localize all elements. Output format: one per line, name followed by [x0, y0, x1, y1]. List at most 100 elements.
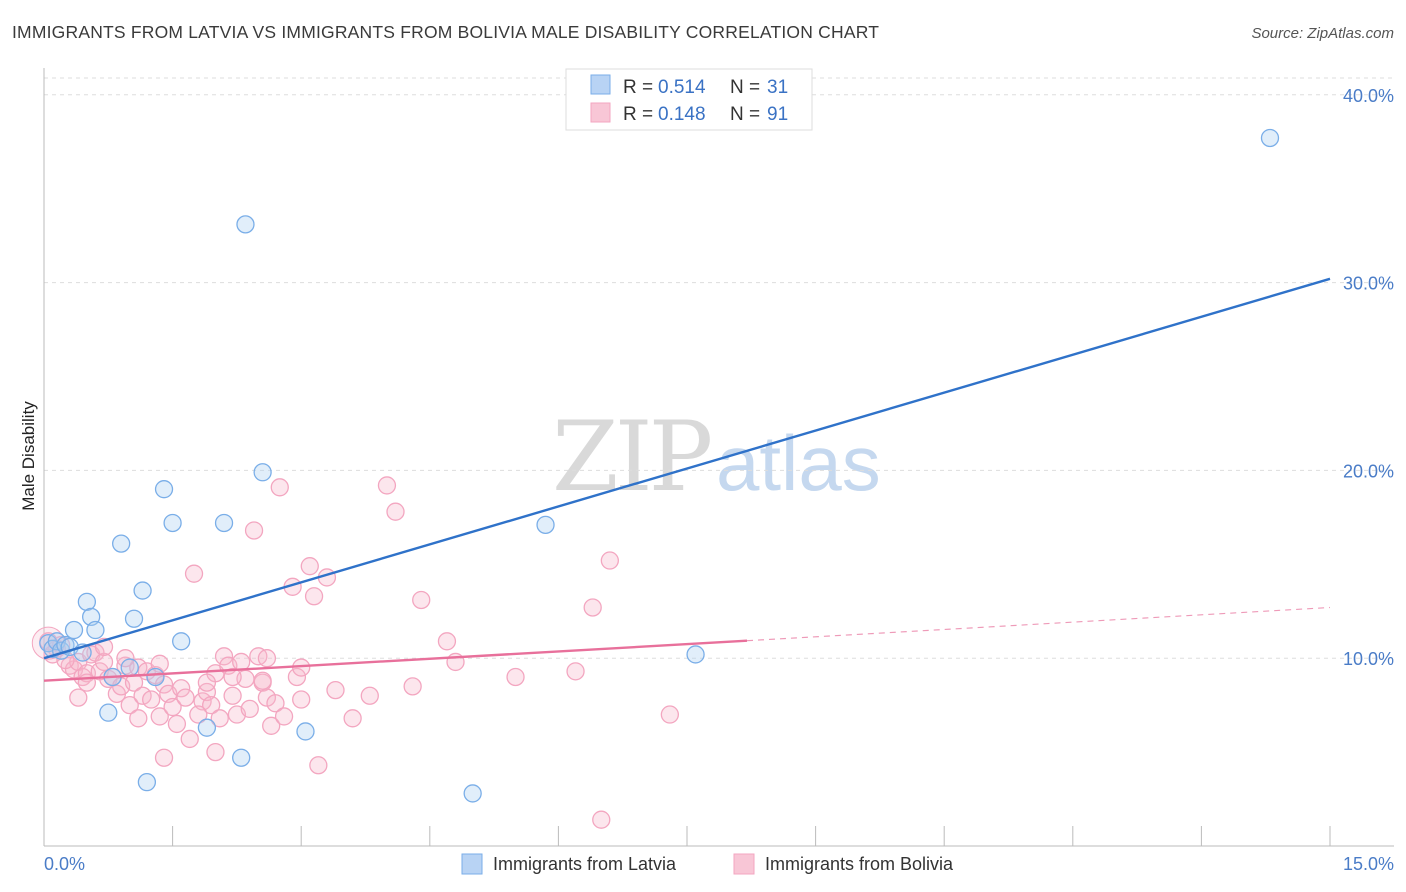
point-bolivia — [223, 667, 242, 687]
trend-lines — [43, 277, 1331, 682]
point-bolivia — [253, 671, 272, 690]
bottom-legend-label-latvia: Immigrants from Latvia — [493, 854, 677, 874]
watermark-zip: ZIP — [552, 401, 711, 513]
trend-line-latvia — [43, 277, 1331, 660]
bottom-legend-swatch-latvia — [461, 853, 483, 875]
point-bolivia — [592, 810, 611, 829]
x-axis-ticks — [43, 826, 1331, 846]
point-latvia — [124, 609, 144, 628]
point-bolivia — [377, 476, 397, 495]
y-tick-labels: 10.0% 20.0% 30.0% 40.0% — [1343, 86, 1394, 669]
point-bolivia — [124, 673, 144, 692]
point-bolivia — [274, 707, 294, 726]
chart-source: Source: ZipAtlas.com — [1251, 25, 1394, 42]
point-bolivia — [214, 647, 234, 666]
point-bolivia — [287, 667, 307, 687]
bottom-legend: Immigrants from Latvia Immigrants from B… — [461, 853, 954, 875]
trend-line-bolivia-extension — [746, 606, 1331, 642]
chart-title: IMMIGRANTS FROM LATVIA VS IMMIGRANTS FRO… — [12, 22, 879, 42]
point-latvia — [253, 463, 272, 482]
legend: R = 0.514 N = 31 R = 0.148 N = 91 — [565, 68, 813, 131]
point-bolivia — [266, 694, 285, 713]
point-bolivia — [304, 587, 324, 606]
point-bolivia — [262, 716, 281, 735]
point-bolivia — [437, 632, 457, 651]
point-latvia — [64, 620, 84, 640]
gridlines — [44, 77, 1394, 659]
point-bolivia — [300, 557, 319, 576]
point-bolivia — [506, 667, 525, 687]
legend-r-value-latvia: 0.514 — [658, 77, 706, 98]
point-bolivia — [94, 652, 114, 672]
point-bolivia — [270, 478, 289, 497]
series-bolivia-points — [31, 476, 680, 829]
point-bolivia — [142, 690, 161, 709]
point-bolivia — [660, 705, 680, 724]
point-bolivia — [180, 729, 199, 749]
point-latvia — [77, 592, 97, 612]
point-latvia — [133, 581, 152, 600]
point-bolivia — [292, 690, 311, 709]
point-bolivia — [154, 748, 174, 767]
point-bolivia — [197, 673, 217, 692]
legend-r-value-bolivia: 0.148 — [658, 104, 706, 125]
point-latvia — [137, 772, 157, 792]
point-latvia — [154, 480, 174, 499]
trend-line-bolivia — [43, 639, 748, 682]
point-latvia — [163, 513, 182, 533]
point-bolivia — [309, 756, 328, 775]
point-bolivia — [176, 688, 195, 707]
point-bolivia — [223, 686, 242, 705]
point-latvia — [232, 748, 251, 767]
point-bolivia — [172, 679, 191, 698]
point-bolivia — [202, 695, 221, 715]
legend-n-label-latvia: N = — [730, 77, 760, 98]
point-latvia — [296, 722, 315, 741]
point-bolivia — [206, 742, 225, 762]
point-bolivia — [412, 590, 431, 610]
point-latvia — [463, 784, 482, 803]
legend-r-label-bolivia: R = — [623, 104, 653, 125]
y-tick-label: 20.0% — [1343, 461, 1394, 481]
bottom-legend-swatch-bolivia — [733, 853, 755, 875]
point-bolivia — [566, 662, 585, 681]
watermark-atlas: atlas — [716, 419, 881, 507]
legend-r-label-latvia: R = — [623, 77, 653, 98]
bottom-legend-label-bolivia: Immigrants from Bolivia — [765, 854, 954, 874]
point-bolivia — [232, 652, 251, 672]
point-bolivia — [120, 695, 139, 715]
point-bolivia — [189, 705, 208, 724]
legend-swatch-bolivia — [590, 102, 611, 123]
point-bolivia — [583, 598, 602, 617]
x-tick-label-min: 0.0% — [44, 854, 85, 874]
legend-n-value-bolivia: 91 — [767, 104, 788, 125]
point-bolivia — [129, 709, 148, 728]
point-bolivia — [257, 649, 277, 668]
point-bolivia — [326, 680, 345, 700]
point-latvia — [536, 515, 555, 535]
point-bolivia — [77, 673, 97, 692]
point-latvia — [686, 645, 705, 664]
legend-n-label-bolivia: N = — [730, 104, 760, 125]
point-bolivia — [210, 709, 229, 728]
point-latvia — [214, 513, 234, 533]
y-tick-label: 30.0% — [1343, 274, 1394, 294]
legend-n-value-latvia: 31 — [767, 77, 788, 98]
point-bolivia — [240, 699, 259, 719]
point-bolivia — [343, 709, 362, 728]
point-latvia — [1260, 128, 1280, 148]
point-bolivia — [150, 707, 169, 726]
y-tick-label: 10.0% — [1343, 649, 1394, 669]
point-bolivia — [163, 697, 182, 717]
point-bolivia — [403, 677, 422, 696]
point-latvia — [86, 620, 105, 640]
point-latvia — [99, 703, 118, 722]
legend-swatch-latvia — [590, 74, 611, 95]
y-tick-label: 40.0% — [1343, 86, 1394, 106]
point-bolivia — [184, 564, 204, 583]
point-bolivia — [600, 551, 619, 570]
point-latvia — [172, 632, 191, 651]
point-bolivia — [69, 688, 88, 707]
y-axis-title: Male Disability — [19, 401, 38, 511]
